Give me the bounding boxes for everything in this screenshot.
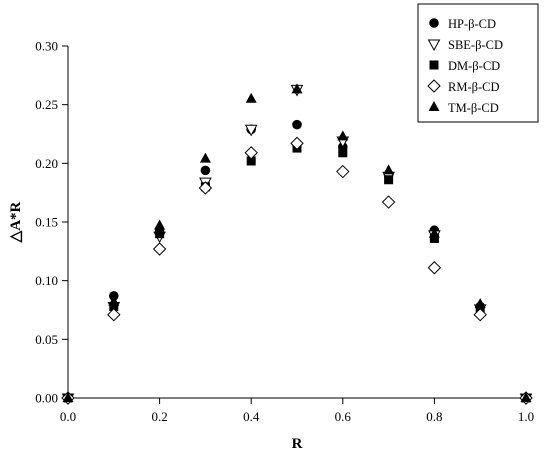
x-tick-label: 0.4 (243, 409, 260, 424)
legend-marker (429, 18, 439, 28)
data-point (381, 195, 396, 209)
x-tick-label: 0.0 (60, 409, 76, 424)
y-tick-label: 0.15 (35, 215, 58, 230)
data-point (200, 165, 211, 176)
data-point (429, 233, 439, 243)
data-point (246, 156, 256, 166)
series-diamond-open (61, 136, 533, 405)
data-point (155, 229, 165, 239)
y-tick-label: 0.00 (35, 391, 58, 406)
data-point (62, 392, 74, 402)
legend-label: HP-β-CD (448, 17, 496, 31)
data-point (199, 152, 211, 163)
data-point (244, 124, 258, 137)
y-axis-label: △A*R (8, 201, 24, 243)
data-point (108, 295, 120, 306)
data-point (473, 307, 487, 322)
x-tick-label: 0.6 (335, 409, 352, 424)
legend: HP-β-CD SBE-β-CD DM-β-CD RM-β-CD TM-β-CD (417, 3, 539, 123)
legend-label: TM-β-CD (448, 101, 499, 115)
data-point (474, 298, 486, 309)
data-point (338, 148, 348, 158)
y-tick-label: 0.30 (35, 39, 58, 54)
data-point (290, 136, 304, 151)
y-tick-label: 0.25 (35, 97, 58, 112)
axis-ticks: 0.00 0.05 0.10 0.15 0.20 0.25 0.30 0.0 0.2 0.4 0.6… (35, 39, 534, 425)
legend-marker (429, 60, 439, 70)
series-square (63, 143, 531, 403)
data-point (384, 175, 394, 185)
series-triangle-up (62, 83, 532, 402)
legend-marker (427, 79, 441, 93)
data-point (152, 242, 167, 256)
series-circle (63, 119, 531, 403)
legend-label: SBE-β-CD (448, 38, 503, 52)
data-point (109, 301, 119, 311)
data-point (336, 164, 350, 179)
data-point (291, 83, 303, 94)
data-point (428, 227, 440, 238)
y-tick-label: 0.20 (35, 156, 58, 171)
x-tick-label: 1.0 (518, 409, 534, 424)
data-points (61, 83, 533, 406)
x-axis-label: R (292, 436, 303, 452)
legend-label: RM-β-CD (448, 80, 500, 94)
data-point (383, 164, 395, 175)
data-point (198, 181, 213, 195)
y-tick-label: 0.10 (35, 273, 58, 288)
x-tick-label: 0.2 (151, 409, 167, 424)
data-point (292, 119, 302, 130)
x-tick-label: 0.8 (426, 409, 442, 424)
data-point (337, 130, 349, 141)
data-point (244, 146, 258, 160)
data-point (520, 392, 532, 402)
data-point (154, 219, 166, 230)
legend-marker (427, 39, 441, 52)
y-tick-label: 0.05 (35, 332, 58, 347)
legend-marker (428, 101, 440, 111)
series-triangle-down-open (61, 84, 533, 406)
data-point (245, 92, 257, 103)
data-point (427, 261, 442, 275)
data-point (107, 307, 121, 322)
legend-label: DM-β-CD (448, 59, 500, 73)
